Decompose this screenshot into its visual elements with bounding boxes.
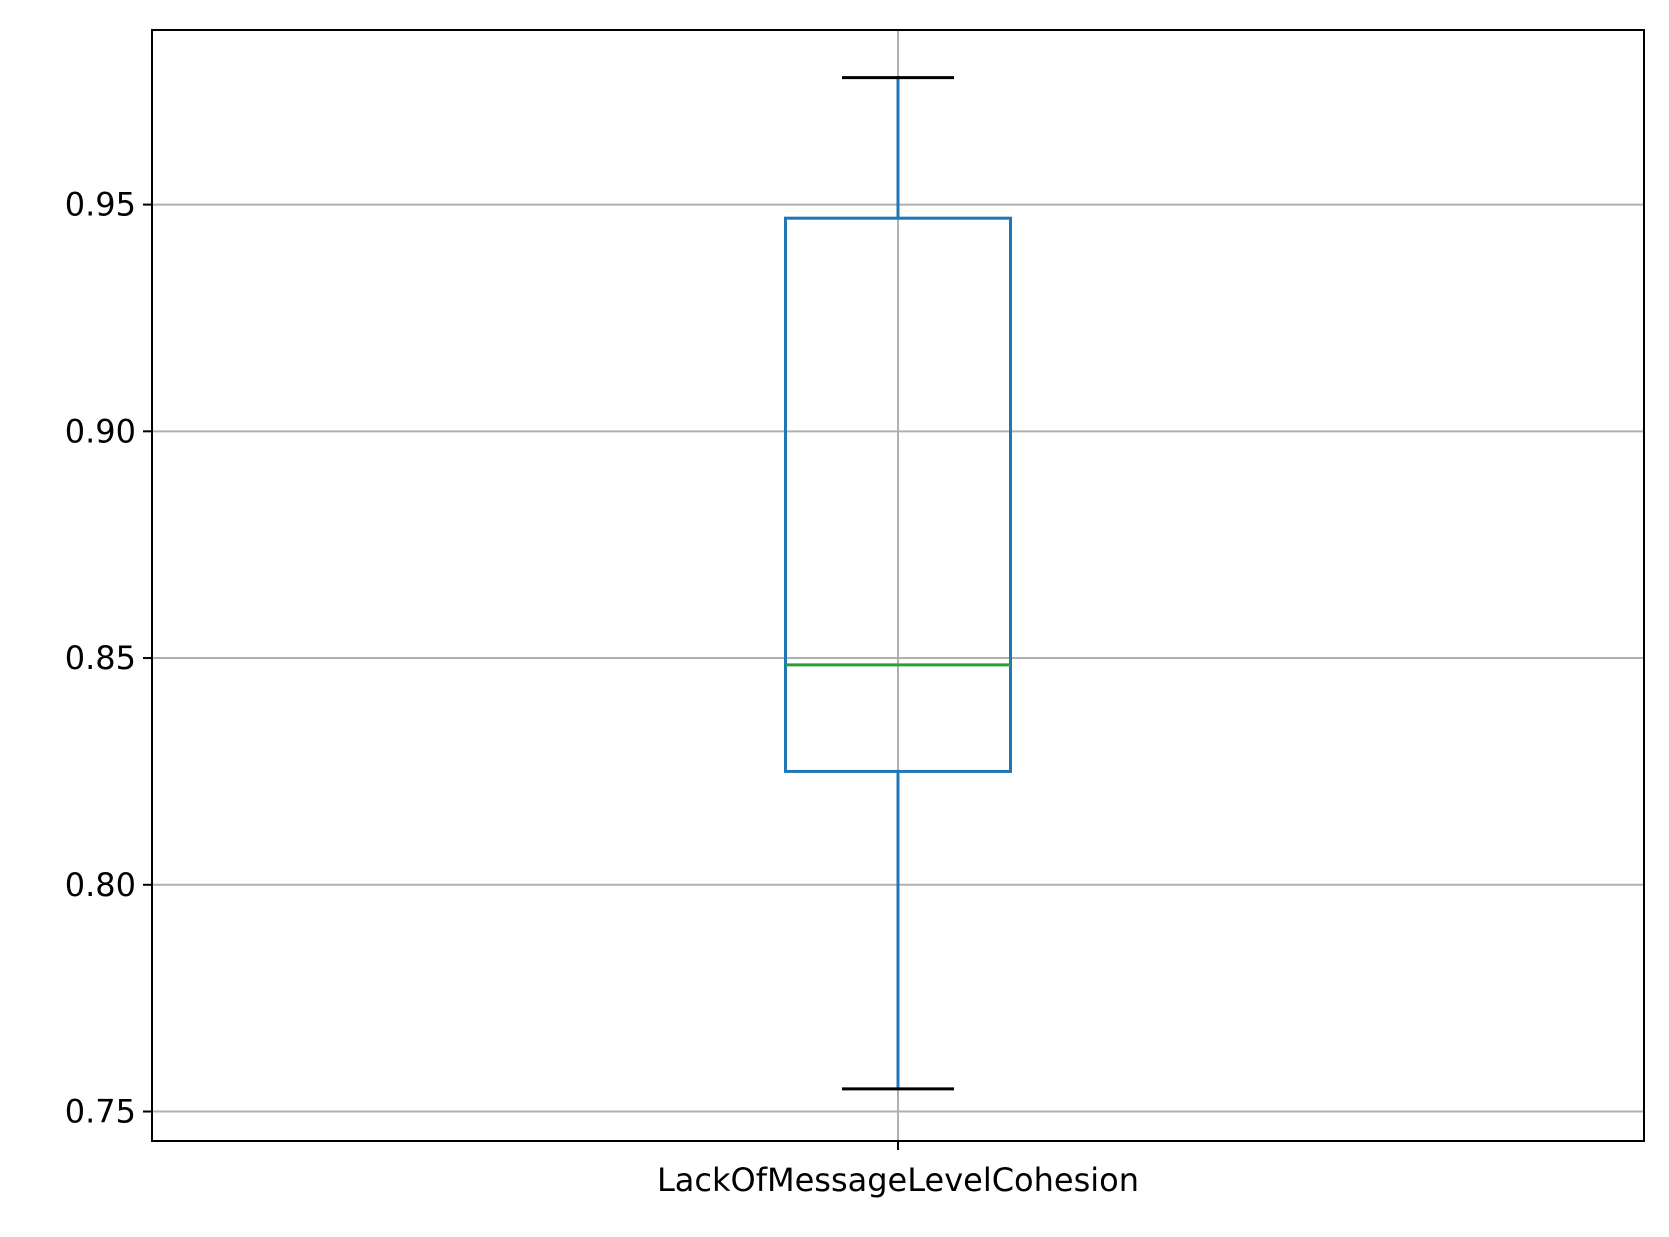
x-tick-label: LackOfMessageLevelCohesion — [657, 1161, 1139, 1199]
iqr-box — [784, 216, 1012, 773]
y-tick-label: 0.90 — [65, 412, 136, 450]
box-plot-marks — [784, 76, 1012, 1091]
y-tick-label: 0.75 — [65, 1093, 136, 1131]
axis-ticks: 0.75 0.80 0.85 0.90 0.95 LackOfMessageLevelCo… — [65, 186, 1139, 1199]
y-tick-label: 0.85 — [65, 639, 136, 677]
y-tick-label: 0.95 — [65, 186, 136, 224]
y-tick-label: 0.80 — [65, 866, 136, 904]
